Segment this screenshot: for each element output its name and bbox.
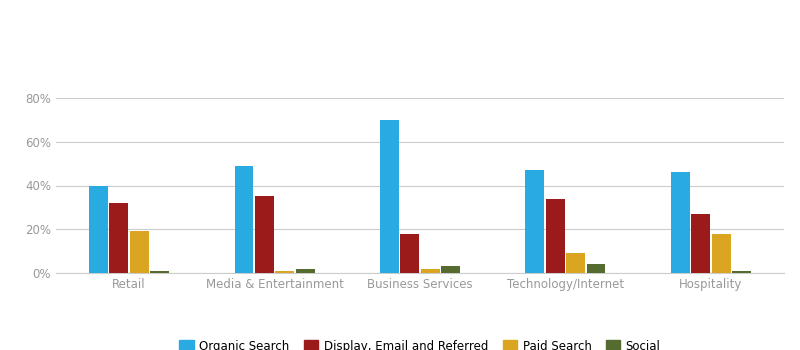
Bar	[441, 266, 460, 273]
Bar	[526, 170, 544, 273]
Bar	[671, 173, 690, 273]
Bar	[732, 271, 751, 273]
Bar	[380, 120, 399, 273]
Bar	[296, 269, 314, 273]
Bar	[546, 199, 565, 273]
Bar	[712, 234, 730, 273]
Legend: Organic Search, Display, Email and Referred, Paid Search, Social: Organic Search, Display, Email and Refer…	[174, 335, 666, 350]
Bar	[110, 203, 128, 273]
Bar	[150, 271, 169, 273]
Bar	[89, 186, 108, 273]
Bar	[400, 234, 419, 273]
Bar	[275, 271, 294, 273]
Bar	[421, 269, 440, 273]
Bar	[691, 214, 710, 273]
Bar	[234, 166, 254, 273]
Bar	[255, 196, 274, 273]
Bar	[130, 231, 149, 273]
Bar	[566, 253, 585, 273]
Bar	[586, 264, 606, 273]
